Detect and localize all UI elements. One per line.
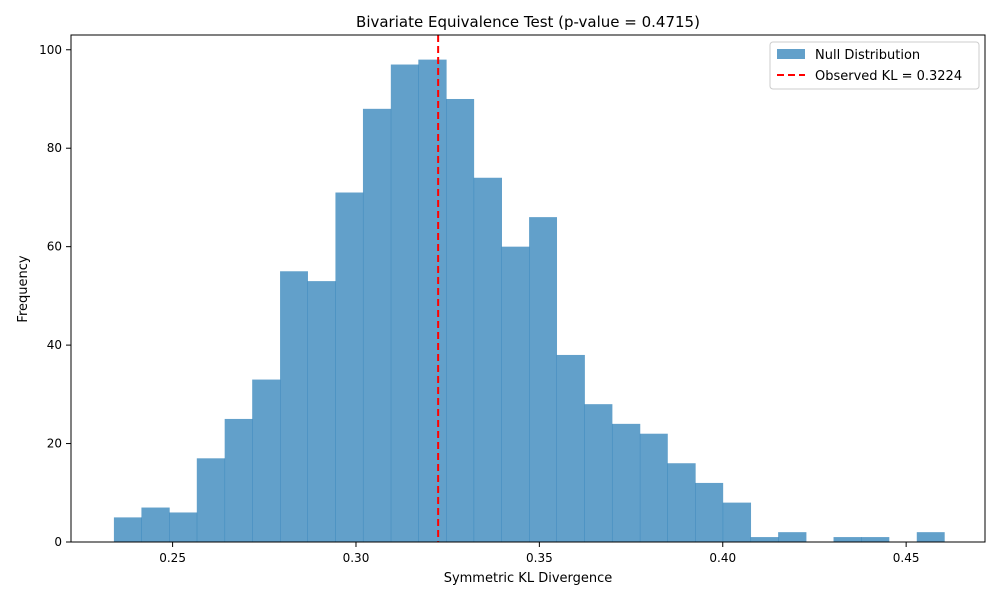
legend-label-observed-kl: Observed KL = 0.3224	[815, 69, 962, 84]
histogram-bar	[584, 404, 613, 542]
y-tick-label: 60	[47, 240, 62, 254]
histogram-bar	[639, 433, 668, 542]
histogram-bar	[833, 537, 862, 542]
histogram-bar	[113, 517, 142, 542]
histogram-bar	[695, 482, 724, 542]
histogram-bar	[141, 507, 170, 542]
histogram-bar	[556, 354, 585, 542]
histogram-bar	[390, 64, 419, 542]
histogram-bar	[196, 458, 226, 542]
x-tick-label: 0.25	[159, 551, 186, 565]
histogram-bar	[861, 537, 890, 542]
x-tick-label: 0.40	[709, 551, 736, 565]
histogram-bar	[446, 98, 475, 543]
histogram-bar	[529, 217, 558, 542]
histogram-bar	[778, 532, 807, 542]
plot-frame	[70, 34, 986, 543]
histogram-bar	[224, 418, 253, 542]
legend-swatch-null-distribution	[777, 49, 805, 59]
y-tick-label: 100	[39, 43, 62, 57]
legend-label-null-distribution: Null Distribution	[815, 48, 920, 63]
x-tick-label: 0.35	[526, 551, 553, 565]
y-tick-label: 80	[47, 141, 62, 155]
histogram-bar	[335, 192, 364, 542]
histogram-bar	[722, 502, 752, 542]
y-tick-label: 0	[54, 535, 62, 549]
histogram-bar	[169, 512, 198, 542]
x-tick-label: 0.45	[893, 551, 920, 565]
histogram-bar	[611, 423, 641, 542]
y-axis-label: Frequency	[16, 255, 31, 322]
x-axis-label: Symmetric KL Divergence	[444, 571, 613, 586]
histogram-bar	[916, 532, 945, 542]
histogram-bar	[501, 246, 530, 542]
legend: Null Distribution Observed KL = 0.3224	[769, 41, 980, 90]
legend-box	[769, 41, 980, 90]
histogram-bar	[280, 271, 308, 542]
histogram-bar	[307, 281, 336, 542]
x-tick-label: 0.30	[343, 551, 370, 565]
histogram-bar	[418, 59, 447, 543]
chart-title: Bivariate Equivalence Test (p-value = 0.…	[356, 13, 700, 31]
histogram-bar	[362, 108, 392, 542]
x-axis: 0.25 0.30 0.35 0.40 0.45	[159, 542, 920, 565]
histogram-bar	[750, 537, 779, 542]
histogram-bars	[113, 59, 945, 543]
y-tick-label: 40	[47, 338, 62, 352]
histogram-bar	[252, 379, 281, 542]
histogram-bar	[667, 463, 696, 542]
y-axis: 0 20 40 60 80 100	[39, 43, 71, 549]
y-tick-label: 20	[47, 437, 62, 451]
histogram-bar	[473, 177, 502, 542]
